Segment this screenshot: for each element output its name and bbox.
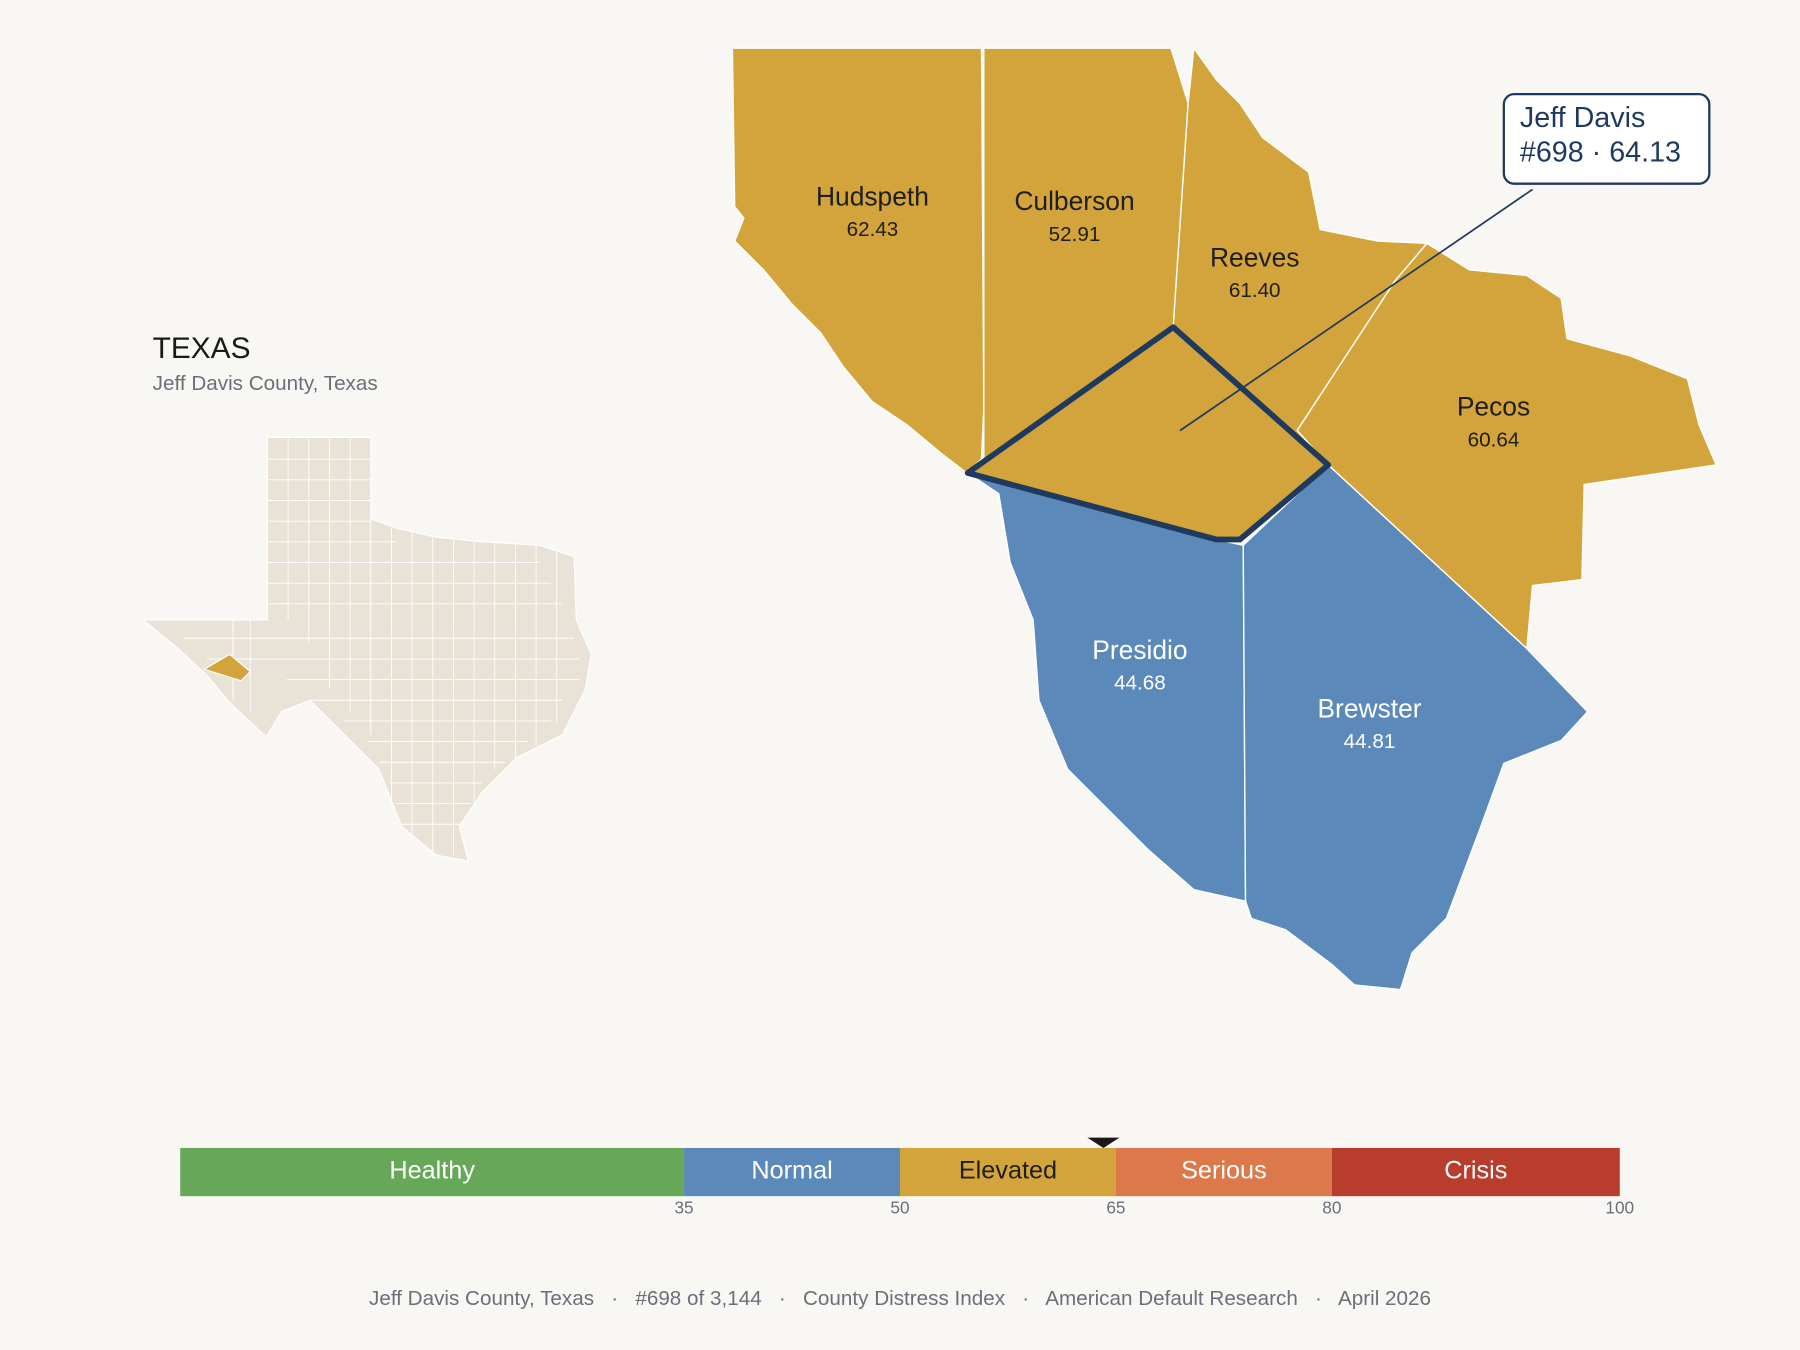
county-score: 44.68	[1114, 672, 1166, 695]
band-label: Serious	[1181, 1157, 1267, 1185]
county-score: 44.81	[1344, 730, 1396, 753]
texas-inset	[141, 436, 592, 862]
callout-box	[1502, 92, 1711, 185]
county-grid	[183, 437, 580, 856]
county-name: Hudspeth	[816, 182, 929, 212]
scale-tick-label: 80	[1322, 1197, 1341, 1217]
scale-marker	[1087, 1137, 1120, 1148]
state-subtitle: Jeff Davis County, Texas	[153, 372, 378, 395]
band-label: Healthy	[389, 1157, 475, 1185]
inset-highlight	[202, 653, 252, 682]
scale-band	[1115, 1147, 1332, 1197]
county-score: 52.91	[1049, 223, 1101, 246]
band-label: Elevated	[959, 1157, 1057, 1185]
county-name: Presidio	[1092, 635, 1187, 665]
callout-leader	[1179, 188, 1534, 432]
scale-tick-label: 50	[890, 1197, 909, 1217]
county-map	[731, 46, 1718, 991]
band-label: Crisis	[1444, 1157, 1507, 1185]
county-name: Brewster	[1317, 694, 1421, 724]
scale-tick-label: 35	[674, 1197, 693, 1217]
band-label: Normal	[751, 1157, 832, 1185]
county-shape	[1242, 463, 1589, 991]
scale-tick-label: 65	[1106, 1197, 1125, 1217]
scale-band	[684, 1147, 900, 1197]
county-name: Pecos	[1457, 392, 1530, 422]
callout-detail: #698 · 64.13	[1520, 136, 1681, 168]
county-name: Culberson	[1014, 186, 1134, 216]
scale-band	[180, 1147, 685, 1197]
scale-band	[1331, 1147, 1620, 1197]
selected-county[interactable]	[964, 324, 1332, 543]
texas-shape	[141, 436, 592, 862]
scale-band	[900, 1147, 1116, 1197]
scale-tick-label: 100	[1605, 1197, 1634, 1217]
callout-name: Jeff Davis	[1520, 102, 1645, 134]
distress-scale: Healthy Normal Elevated Serious Crisis 35 50 65…	[180, 1137, 1634, 1217]
state-title: TEXAS	[153, 332, 251, 365]
county-score: 60.64	[1468, 428, 1520, 451]
county-score: 62.43	[847, 218, 899, 241]
county-score: 61.40	[1229, 279, 1281, 302]
county-name: Reeves	[1210, 242, 1299, 272]
county-shape	[731, 47, 985, 474]
footer: Jeff Davis County, Texas · #698 of 3,144…	[369, 1287, 1431, 1310]
